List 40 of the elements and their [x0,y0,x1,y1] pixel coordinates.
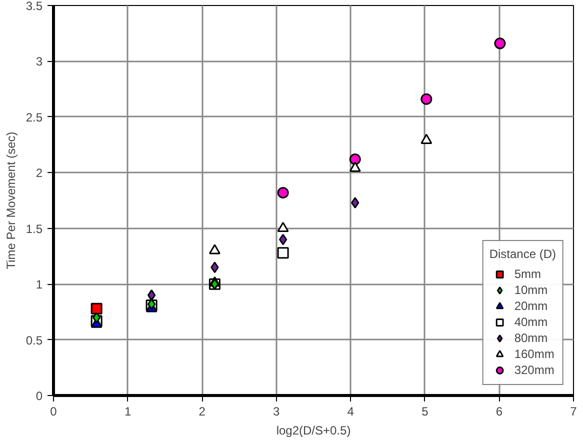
y-tick-label: 0 [36,389,43,403]
x-tick-label: 7 [570,404,578,418]
legend-label: 160mm [514,346,554,362]
y-tick-label: 3 [36,54,43,69]
point [277,186,289,198]
x-tick-label: 5 [422,404,429,418]
y-tick-label: 2 [36,166,43,180]
point [420,134,432,144]
y-tick-label: 3.5 [26,0,43,13]
point [208,244,220,254]
point [277,222,289,232]
legend-label: 10mm [514,282,548,298]
x-axis-title: log2(D/S+0.5) [276,424,351,438]
y-tick-label: 1 [36,278,43,292]
legend-label: 5mm [514,266,541,282]
point [349,154,361,166]
y-tick-label: 0.5 [26,333,43,348]
x-tick-label: 4 [347,404,354,418]
point [210,262,219,274]
point [147,289,156,301]
x-tick-label: 3 [273,404,280,418]
point [494,38,506,50]
point [277,247,289,259]
legend-label: 40mm [514,314,548,330]
x-tick-label: 2 [198,404,206,418]
x-tick-label: 0 [50,404,58,418]
point [351,196,360,208]
point [90,302,102,314]
y-tick-label: 1.5 [26,222,43,236]
y-axis-title: Time Per Movement (sec) [4,132,18,270]
point [420,93,432,105]
point [278,234,288,246]
point [349,162,361,172]
legend-title: Distance (D) [489,247,556,261]
x-tick-label: 6 [496,404,503,418]
legend-label: 320mm [514,362,554,378]
x-tick-label: 1 [124,404,132,418]
legend-label: 20mm [514,298,548,314]
y-tick-label: 2.5 [26,110,43,124]
legend-label: 80mm [514,330,548,346]
